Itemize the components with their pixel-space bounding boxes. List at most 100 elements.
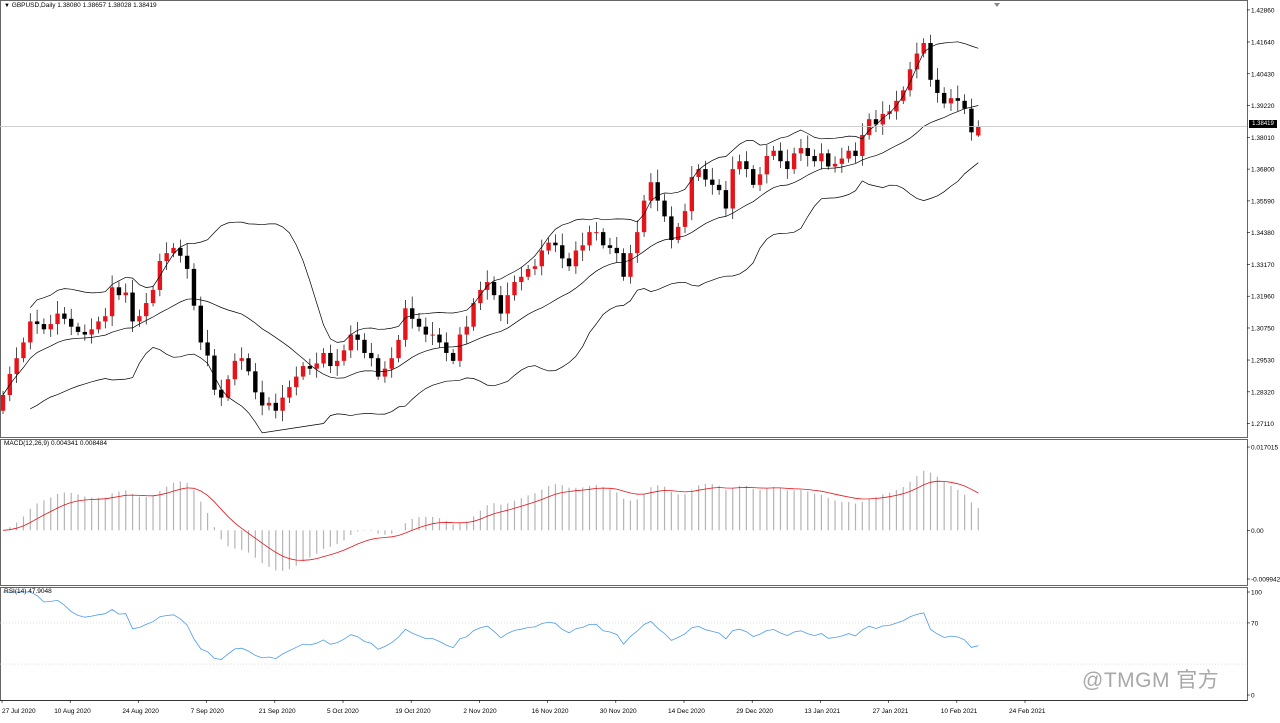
price-axis: 1.42860 1.41640 1.40430 1.39220 1.38010 1.368… bbox=[1247, 7, 1275, 428]
candle-bull bbox=[164, 253, 169, 262]
candle-bear bbox=[553, 242, 558, 246]
date-tick-label: 27 Jan 2021 bbox=[873, 708, 909, 715]
macd-pane-header: MACD(12,26,9) 0.004341 0.008484 bbox=[4, 440, 107, 447]
candle-bear bbox=[410, 308, 415, 319]
candle-bull bbox=[880, 113, 885, 125]
candle-bull bbox=[832, 163, 838, 167]
candle-bull bbox=[225, 379, 231, 398]
rsi-axis: 100 70 0 bbox=[1247, 590, 1262, 700]
candle-bear bbox=[69, 318, 74, 327]
candle-bear bbox=[362, 339, 367, 353]
candle-bear bbox=[723, 190, 729, 209]
price-tick-label: 1.27110 bbox=[1251, 421, 1274, 428]
macd-signal-line bbox=[2, 480, 979, 561]
candle-bear bbox=[369, 352, 374, 359]
candle-bear bbox=[805, 148, 810, 156]
date-tick-label: 29 Dec 2020 bbox=[736, 708, 773, 715]
candle-bull bbox=[798, 148, 804, 154]
candle-bull bbox=[532, 266, 538, 269]
candle-bear bbox=[375, 358, 381, 377]
candle-bull bbox=[648, 182, 654, 201]
date-tick-label: 30 Nov 2020 bbox=[600, 708, 637, 715]
date-tick-label: 14 Dec 2020 bbox=[668, 708, 705, 715]
candle-bear bbox=[621, 253, 626, 277]
price-tick-label: 1.30750 bbox=[1251, 326, 1275, 333]
macd-tick-label: 0.00 bbox=[1251, 528, 1264, 535]
candle-bear bbox=[307, 366, 313, 369]
price-tick-label: 1.40430 bbox=[1251, 71, 1275, 78]
date-axis: 27 Jul 2020 10 Aug 2020 24 Aug 2020 7 Sep 2… bbox=[0, 700, 1247, 715]
chart-shift-marker bbox=[994, 3, 1000, 7]
price-tick-label: 1.29530 bbox=[1251, 358, 1275, 365]
candle-bull bbox=[171, 247, 176, 254]
candle-bull bbox=[239, 358, 244, 361]
candle-bull bbox=[457, 334, 463, 361]
macd-histogram bbox=[9, 470, 979, 571]
candle-bear bbox=[703, 169, 708, 180]
candle-bull bbox=[948, 98, 954, 104]
candle-bear bbox=[212, 355, 217, 390]
rsi-tick-label: 0 bbox=[1251, 693, 1255, 700]
candle-bear bbox=[178, 247, 183, 256]
candle-bear bbox=[955, 98, 960, 101]
candle-bull bbox=[819, 153, 824, 162]
candle-bull bbox=[232, 360, 238, 380]
candle-bull bbox=[123, 292, 128, 296]
candle-bull bbox=[921, 43, 926, 54]
candle-bear bbox=[969, 108, 974, 133]
main-pane-header: ▼ GBPUSD,Daily 1.38080 1.38657 1.38028 1… bbox=[4, 2, 157, 9]
candle-bear bbox=[444, 342, 449, 353]
candle-bear bbox=[191, 268, 197, 306]
price-tick-label: 1.34380 bbox=[1251, 230, 1275, 237]
candle-bull bbox=[321, 352, 326, 364]
candle-bear bbox=[853, 150, 858, 156]
macd-tick-label: -0.009942 bbox=[1251, 577, 1280, 584]
candle-bull bbox=[109, 287, 115, 317]
candle-bull bbox=[580, 245, 585, 251]
candle-bull bbox=[539, 250, 544, 267]
date-tick-label: 24 Aug 2020 bbox=[122, 708, 159, 715]
price-tick-label: 1.39220 bbox=[1251, 103, 1275, 110]
price-tick-label: 1.38010 bbox=[1251, 135, 1275, 142]
candle-bear bbox=[778, 150, 783, 162]
price-tick-label: 1.36800 bbox=[1251, 167, 1275, 174]
candle-bull bbox=[737, 161, 742, 170]
candle-bull bbox=[396, 339, 401, 359]
candle-bear bbox=[785, 161, 790, 170]
candle-bull bbox=[0, 394, 6, 411]
bollinger-middle bbox=[2, 105, 979, 396]
candle-bull bbox=[696, 169, 701, 177]
candle-bull bbox=[382, 368, 388, 377]
candle-bear bbox=[744, 161, 749, 170]
candle-bear bbox=[41, 324, 47, 330]
date-tick-label: 19 Oct 2020 bbox=[395, 708, 431, 715]
candle-bull bbox=[860, 134, 865, 156]
rsi-line bbox=[3, 591, 979, 661]
candle-bull bbox=[464, 326, 469, 335]
candle-bear bbox=[498, 295, 504, 314]
candle-bull bbox=[976, 126, 981, 136]
candle-bull bbox=[525, 268, 531, 277]
candle-bull bbox=[341, 350, 347, 361]
candle-bull bbox=[150, 289, 156, 304]
candles bbox=[0, 34, 981, 422]
candle-bull bbox=[519, 276, 524, 283]
date-tick-label: 24 Feb 2021 bbox=[1009, 708, 1046, 715]
candle-bull bbox=[791, 153, 797, 170]
candle-bull bbox=[89, 329, 94, 335]
date-tick-label: 10 Aug 2020 bbox=[54, 708, 91, 715]
candle-bull bbox=[587, 232, 592, 246]
candle-bull bbox=[55, 313, 60, 325]
candle-bull bbox=[757, 174, 763, 185]
candle-bear bbox=[219, 389, 224, 398]
candle-bear bbox=[751, 169, 756, 185]
candle-bull bbox=[137, 316, 142, 322]
candle-bull bbox=[682, 211, 688, 227]
candle-bull bbox=[266, 402, 272, 406]
macd-pane-frame bbox=[0, 439, 1248, 586]
candle-bull bbox=[771, 150, 776, 156]
candle-bull bbox=[635, 232, 640, 254]
bollinger-upper bbox=[30, 41, 979, 343]
